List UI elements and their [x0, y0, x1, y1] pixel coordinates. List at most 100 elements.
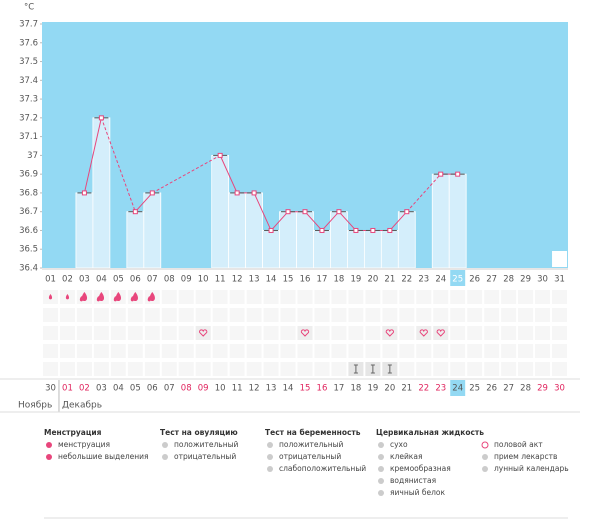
line-segment [152, 154, 221, 194]
cell [433, 308, 449, 322]
date-label: 08 [181, 384, 192, 394]
date-label: 22 [418, 384, 429, 394]
date-label: 09 [198, 384, 209, 394]
cell [484, 308, 500, 322]
cell [229, 362, 245, 376]
date-label: 24 [452, 384, 463, 394]
date-label: 30 [45, 384, 56, 394]
bar [126, 211, 145, 269]
cell [161, 362, 177, 376]
day-label: 25 [452, 275, 463, 285]
cell-highlight [297, 326, 313, 340]
legend-icon [162, 454, 168, 460]
bar [75, 192, 94, 269]
cell [127, 308, 143, 322]
cell [161, 344, 177, 358]
legend-title: Цервикальная жидкость [376, 428, 484, 437]
bar [245, 192, 263, 269]
cell [212, 362, 228, 376]
bar [431, 173, 450, 269]
moon-cell [552, 251, 567, 267]
menstruation-icon [96, 296, 100, 302]
cell [331, 362, 347, 376]
cell [59, 308, 75, 322]
cell [59, 344, 75, 358]
cell [246, 290, 262, 304]
legend-item: лунный календарь [494, 464, 569, 473]
cell [127, 362, 143, 376]
date-label: 25 [469, 384, 480, 394]
legend-icon [378, 454, 384, 460]
date-label: 11 [232, 384, 243, 394]
cell [314, 362, 330, 376]
cell [348, 344, 364, 358]
day-label: 14 [266, 275, 277, 285]
cervical-icon [387, 364, 392, 374]
cell [331, 326, 347, 340]
day-label: 20 [367, 275, 378, 285]
cell [246, 362, 262, 376]
day-label: 09 [181, 275, 192, 285]
bar [211, 154, 230, 269]
date-label: 27 [503, 384, 514, 394]
legend-icon [482, 454, 488, 460]
date-label: 14 [283, 384, 294, 394]
cell-highlight [195, 326, 211, 340]
y-tick-label: 37.3 [19, 95, 38, 105]
menstruation-icon [98, 292, 105, 301]
cell [518, 344, 534, 358]
line-segment [406, 173, 442, 213]
y-tick-label: 36.6 [19, 226, 38, 236]
line-segment [389, 211, 408, 231]
cell [110, 362, 126, 376]
cell [297, 362, 313, 376]
legend-item: водянистая [390, 476, 436, 485]
cell [263, 344, 279, 358]
cell [518, 290, 534, 304]
point [251, 190, 257, 196]
bar [363, 230, 382, 269]
day-label: 27 [486, 275, 497, 285]
legend-item: кремообразная [390, 464, 451, 473]
day-label: 30 [537, 275, 548, 285]
y-tick-label: 36.4 [19, 264, 38, 274]
cell [416, 290, 432, 304]
cell [314, 308, 330, 322]
point [302, 209, 308, 215]
cell [93, 308, 109, 322]
cell [212, 344, 228, 358]
cell [110, 344, 126, 358]
y-unit: °C [24, 3, 34, 13]
cell [59, 362, 75, 376]
point [81, 190, 87, 196]
legend-icon [46, 454, 52, 460]
day-label: 06 [130, 275, 141, 285]
point [319, 227, 325, 233]
day-label: 04 [96, 275, 107, 285]
legend-item: небольшие выделения [58, 452, 149, 461]
sex-icon [436, 329, 445, 337]
cell [43, 362, 58, 376]
cell [161, 290, 177, 304]
cell [127, 344, 143, 358]
cell [314, 290, 330, 304]
cell [76, 308, 92, 322]
legend-icon [378, 490, 384, 496]
cell [263, 326, 279, 340]
point [268, 227, 274, 233]
cell [331, 290, 347, 304]
day-label: 29 [520, 275, 531, 285]
legend-icon [162, 442, 168, 448]
legend-icon [378, 478, 384, 484]
y-tick-label: 37.5 [19, 57, 38, 67]
point [217, 152, 223, 158]
cell [263, 308, 279, 322]
line-segment [321, 211, 340, 231]
cell [535, 344, 551, 358]
menstruation-icon [65, 294, 70, 300]
day-label: 22 [401, 275, 412, 285]
day-label: 13 [249, 275, 260, 285]
cell [348, 326, 364, 340]
cell [552, 290, 567, 304]
legend-icon [482, 466, 488, 472]
